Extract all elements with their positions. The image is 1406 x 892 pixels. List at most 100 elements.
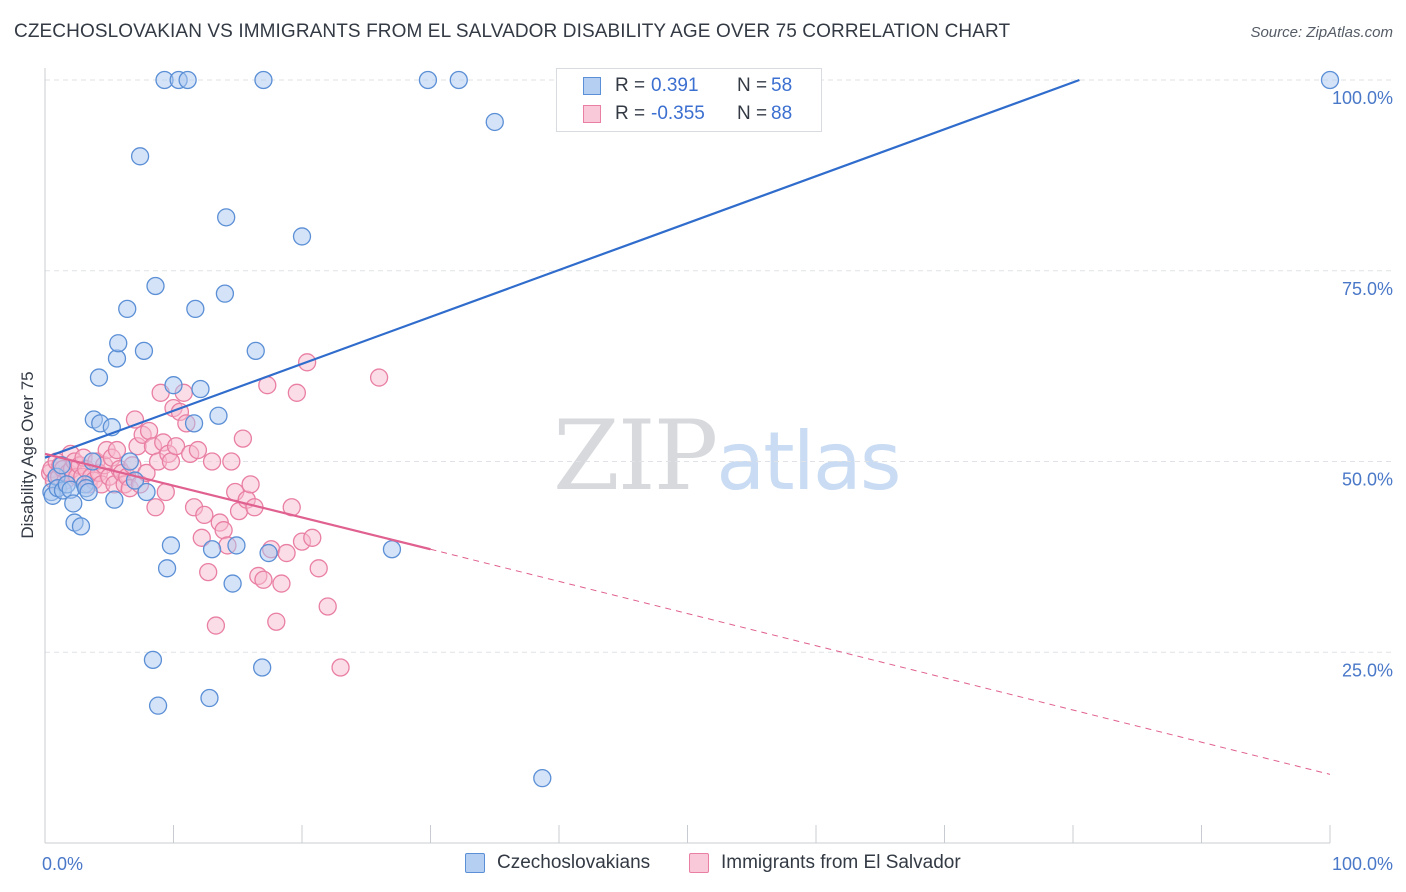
y-tick-label-50: 50.0%	[1342, 470, 1393, 490]
legend-row-czechoslovakians: R = 0.391 N = 58	[583, 73, 792, 99]
czechoslovakian-point	[215, 284, 235, 303]
legend-label: Immigrants from El Salvador	[721, 852, 961, 873]
czechoslovakian-point	[130, 147, 150, 166]
trend-line-el-salvador	[44, 452, 431, 551]
el-salvador-point	[309, 559, 328, 578]
el-salvador-point	[287, 383, 307, 402]
r-label: R =	[615, 75, 646, 96]
el-salvador-point	[199, 562, 218, 582]
grid-lines	[45, 79, 1395, 653]
czechoslovakian-point	[246, 341, 265, 361]
trend-line-czechoslovakians	[44, 78, 1080, 459]
czechoslovakian-point	[137, 482, 156, 502]
czechoslovakian-point	[217, 208, 236, 227]
czechoslovakian-point	[184, 414, 204, 433]
el-salvador-point	[222, 452, 241, 471]
series-immigrants-from-el-salvador	[40, 353, 389, 677]
czechoslovakian-point	[143, 650, 163, 670]
series-legend: Czechoslovakians Immigrants from El Salv…	[0, 852, 1406, 876]
czechoslovakian-point	[1320, 70, 1340, 90]
czechoslovakian-point	[120, 452, 139, 471]
el-salvador-point	[303, 528, 322, 547]
czechoslovakian-point	[178, 70, 197, 90]
legend-item-czechoslovakians: Czechoslovakians	[465, 852, 650, 874]
czechoslovakian-point	[449, 70, 468, 90]
tick-labels: 25.0% 50.0% 75.0% 100.0% 0.0% 100.0%	[42, 88, 1393, 874]
el-salvador-point	[214, 521, 233, 540]
el-salvador-point	[206, 616, 226, 635]
el-salvador-point	[277, 543, 296, 563]
el-salvador-point	[188, 440, 208, 460]
series-czechoslovakians	[42, 70, 1340, 788]
n-value: 88	[771, 103, 793, 124]
legend-item-el-salvador: Immigrants from El Salvador	[689, 852, 961, 874]
czechoslovakian-point	[64, 494, 83, 513]
czechoslovakian-point	[107, 349, 127, 368]
el-salvador-point	[192, 528, 211, 547]
y-tick-label-25: 25.0%	[1342, 660, 1393, 680]
czechoslovakian-point	[259, 543, 278, 563]
czechoslovakian-point	[134, 341, 154, 361]
legend-swatch-pink	[689, 853, 709, 873]
trend-lines	[44, 78, 1331, 775]
watermark-zip: ZIP	[553, 400, 718, 512]
czechoslovakian-point	[191, 379, 210, 399]
czechoslovakian-point	[200, 688, 219, 708]
czechoslovakian-point	[89, 368, 109, 387]
watermark: ZIPatlas	[553, 400, 902, 512]
czechoslovakian-point	[223, 574, 242, 593]
czechoslovakian-point	[186, 299, 205, 319]
legend-label: Czechoslovakians	[497, 852, 651, 873]
czechoslovakian-point	[418, 70, 438, 90]
trend-line-el-salvador-extension	[430, 548, 1331, 775]
czechoslovakian-point	[209, 406, 228, 425]
axes	[44, 68, 1331, 844]
n-value: 58	[771, 75, 793, 96]
el-salvador-point	[369, 368, 389, 387]
chart-title: CZECHOSLOVAKIAN VS IMMIGRANTS FROM EL SA…	[14, 21, 1011, 42]
czechoslovakian-point	[254, 70, 273, 90]
source-label: Source: ZipAtlas.com	[1250, 24, 1393, 41]
czechoslovakian-point	[52, 456, 71, 475]
czechoslovakian-point	[164, 376, 183, 395]
r-value: 0.391	[651, 75, 699, 96]
czechoslovakian-point	[146, 276, 165, 296]
czechoslovakian-point	[292, 227, 312, 246]
el-salvador-point	[233, 429, 253, 448]
x-tick-label-100: 100.0%	[1332, 854, 1393, 874]
el-salvador-point	[166, 437, 186, 456]
el-salvador-point	[272, 574, 291, 593]
el-salvador-point	[107, 440, 127, 460]
el-salvador-point	[146, 498, 165, 517]
czechoslovakian-point	[148, 696, 168, 715]
correlation-legend: R = 0.391 N = 58 R = -0.355 N = 88	[556, 68, 822, 132]
czechoslovakian-point	[227, 536, 246, 555]
el-salvador-point	[161, 452, 181, 471]
czechoslovakian-point	[382, 540, 402, 559]
legend-swatch-blue	[465, 853, 485, 873]
czechoslovakian-point	[485, 112, 504, 132]
r-label: R =	[615, 103, 646, 124]
el-salvador-point	[318, 597, 337, 616]
y-tick-label-75: 75.0%	[1342, 279, 1393, 299]
czechoslovakian-point	[71, 517, 91, 536]
n-label: N =	[737, 103, 768, 124]
czechoslovakian-point	[253, 658, 272, 677]
czechoslovakian-point	[109, 334, 128, 353]
czechoslovakian-point	[202, 540, 222, 559]
r-value: -0.355	[651, 103, 705, 124]
czechoslovakian-point	[161, 536, 181, 555]
y-tick-label-100: 100.0%	[1332, 88, 1393, 108]
czechoslovakian-point	[105, 490, 124, 509]
el-salvador-point	[241, 475, 260, 494]
el-salvador-point	[139, 421, 159, 441]
czechoslovakian-point	[533, 768, 552, 788]
czechoslovakian-point	[157, 559, 177, 578]
legend-row-el-salvador: R = -0.355 N = 88	[583, 101, 792, 127]
legend-swatch-blue	[583, 77, 601, 95]
czechoslovakian-point	[118, 299, 137, 319]
el-salvador-point	[267, 612, 286, 631]
n-label: N =	[737, 75, 768, 96]
el-salvador-point	[254, 570, 273, 589]
